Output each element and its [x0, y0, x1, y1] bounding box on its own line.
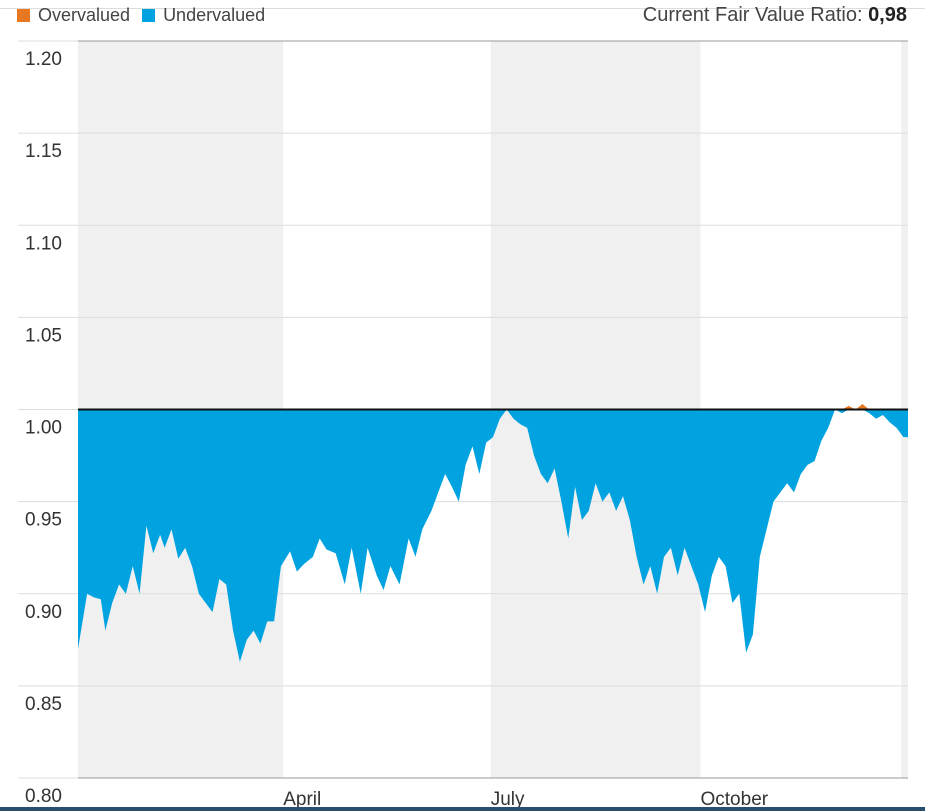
- ratio-label: Current Fair Value Ratio:: [642, 4, 863, 26]
- x-tick-label: October: [701, 789, 769, 810]
- y-tick-label: 0.90: [25, 602, 62, 623]
- legend-item-undervalued: Undervalued: [142, 5, 265, 26]
- current-fair-value-ratio: Current Fair Value Ratio: 0,98: [643, 4, 907, 27]
- y-tick-label: 0.95: [25, 510, 62, 531]
- y-tick-label: 1.20: [25, 49, 62, 70]
- legend-label-undervalued: Undervalued: [163, 4, 266, 25]
- chart-legend: Overvalued Undervalued: [17, 5, 277, 25]
- bottom-strip: [0, 807, 925, 811]
- ratio-value: 0,98: [868, 4, 907, 26]
- y-tick-label: 1.10: [25, 233, 62, 254]
- undervalued-swatch: [142, 8, 156, 22]
- legend-label-overvalued: Overvalued: [38, 4, 131, 25]
- y-tick-label: 0.80: [25, 786, 62, 807]
- y-tick-label: 1.15: [25, 141, 62, 162]
- x-tick-label: July: [491, 789, 525, 810]
- y-tick-label: 1.00: [25, 418, 62, 439]
- x-tick-label: April: [283, 789, 321, 810]
- y-tick-label: 0.85: [25, 694, 62, 715]
- top-divider: [0, 8, 925, 9]
- legend-item-overvalued: Overvalued: [17, 5, 130, 26]
- y-tick-label: 1.05: [25, 325, 62, 346]
- undervalued-area: [78, 409, 908, 662]
- overvalued-swatch: [17, 8, 30, 22]
